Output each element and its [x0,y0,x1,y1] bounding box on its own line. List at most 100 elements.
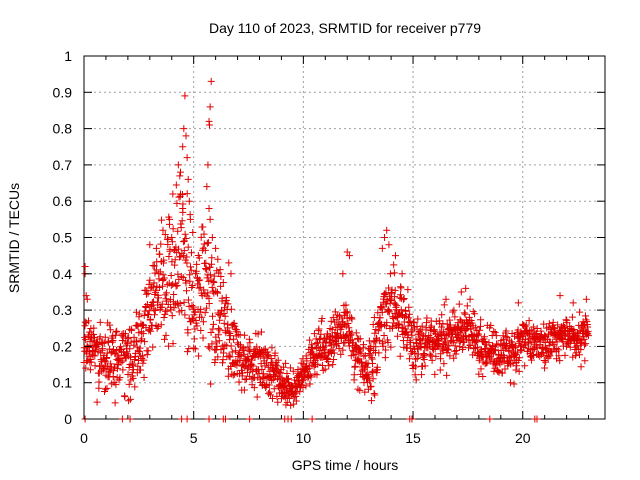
data-point [399,296,407,304]
data-point [180,298,188,306]
data-point [343,248,351,256]
data-point [109,336,117,344]
data-point [201,309,209,317]
data-point [521,323,529,331]
data-point [136,344,144,352]
data-point [113,365,121,373]
data-point [82,292,90,300]
data-point [241,331,249,339]
data-point [392,252,400,260]
data-point [390,269,398,277]
data-point [462,284,470,292]
data-point [158,216,166,224]
data-point [369,359,377,367]
data-point [527,356,535,364]
data-point [383,319,391,327]
data-point [182,287,190,295]
data-point [239,369,247,377]
data-point [177,252,185,260]
data-point [168,233,176,241]
data-point [536,352,544,360]
data-point [222,296,230,304]
data-point [187,266,195,274]
data-point [172,181,180,189]
data-point [282,359,290,367]
data-point [321,365,329,373]
data-point [169,225,177,233]
data-point [182,235,190,243]
data-point [436,366,444,374]
data-point [112,381,120,389]
data-point [150,262,158,270]
data-point [307,373,315,381]
data-point [546,352,554,360]
data-point [443,371,451,379]
data-point [178,217,186,225]
data-point [149,343,157,351]
data-point [227,270,235,278]
data-point [152,244,160,252]
data-point [417,343,425,351]
data-point [106,321,114,329]
data-point [347,314,355,322]
data-point [214,255,222,263]
data-point [365,373,373,381]
data-point [83,295,91,303]
data-point [131,383,139,391]
data-point [144,347,152,355]
data-point [449,308,457,316]
data-point [112,328,120,336]
y-tick-label: 0.6 [53,193,73,209]
data-point [582,295,590,303]
data-point [203,239,211,247]
data-point [304,365,312,373]
data-point [193,260,201,268]
data-point [470,345,478,353]
data-point [472,324,480,332]
data-point [302,352,310,360]
data-point [221,312,229,320]
data-point [183,348,191,356]
data-point [266,391,274,399]
data-point [240,386,248,394]
data-point [174,227,182,235]
data-point [204,289,212,297]
data-point [173,199,181,207]
data-point [140,373,148,381]
data-point [169,340,177,348]
data-point [388,323,396,331]
data-point [391,293,399,301]
data-point [227,342,235,350]
data-point [367,397,375,405]
data-point [162,297,170,305]
data-point [306,371,314,379]
data-point [572,352,580,360]
data-point [329,346,337,354]
data-point [292,392,300,400]
data-point [280,363,288,371]
data-point [477,365,485,373]
data-point [416,337,424,345]
data-point [375,336,383,344]
data-point [180,125,188,133]
data-point [541,364,549,372]
data-point [440,301,448,309]
data-point [342,301,350,309]
data-point [145,310,153,318]
data-point [215,337,223,345]
data-point [117,343,125,351]
data-point [375,349,383,357]
data-point [314,360,322,368]
data-point [226,353,234,361]
data-point [183,415,191,423]
data-point [450,354,458,362]
data-point [216,316,224,324]
data-point [495,368,503,376]
data-point [579,332,587,340]
data-point [216,311,224,319]
data-point [405,314,413,322]
data-point [100,339,108,347]
data-point [244,343,252,351]
data-point [183,253,191,261]
data-point [265,381,273,389]
